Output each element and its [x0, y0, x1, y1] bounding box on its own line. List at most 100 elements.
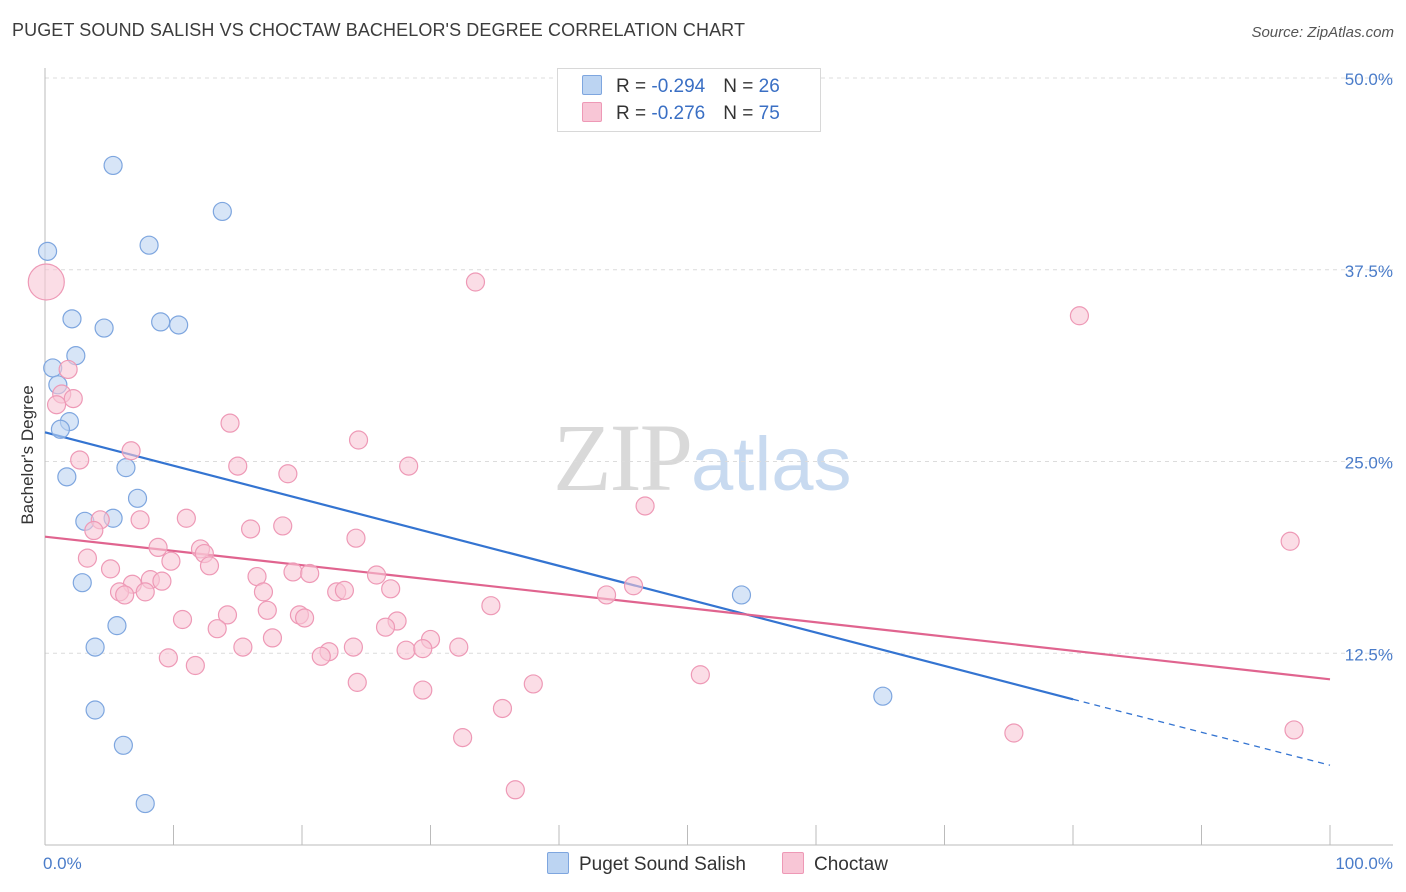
point-puget-sound-salish — [50, 419, 71, 439]
point-puget-sound-salish — [94, 318, 114, 338]
point-choctaw — [413, 680, 433, 700]
point-puget-sound-salish — [116, 458, 136, 478]
point-choctaw — [253, 582, 274, 602]
legend-r-value: -0.294 — [651, 76, 706, 97]
point-choctaw — [278, 464, 298, 484]
point-choctaw — [381, 579, 401, 599]
legend-n-value: 26 — [758, 76, 780, 97]
legend-n-label: N = — [723, 103, 759, 124]
legend-r-value: -0.276 — [651, 103, 706, 124]
point-puget-sound-salish — [139, 235, 159, 255]
point-choctaw — [283, 562, 303, 582]
point-puget-sound-salish — [103, 155, 123, 176]
point-puget-sound-salish — [212, 201, 232, 222]
point-choctaw — [492, 698, 513, 719]
y-tick-label: 50.0% — [1345, 70, 1393, 89]
bottom-legend-label: Puget Sound Salish — [579, 854, 746, 875]
trend-extension-puget-sound-salish — [1072, 698, 1331, 766]
legend-swatch-pink — [582, 102, 602, 122]
point-choctaw — [465, 272, 486, 292]
bottom-legend-swatch-pink — [782, 852, 804, 874]
point-choctaw — [228, 456, 248, 476]
bottom-legend-swatch-blue — [547, 852, 569, 874]
x-tick-label: 100.0% — [1335, 854, 1393, 873]
point-choctaw — [453, 728, 473, 748]
point-puget-sound-salish — [85, 700, 105, 720]
point-puget-sound-salish — [57, 467, 77, 487]
point-puget-sound-salish — [85, 637, 105, 657]
point-choctaw — [1284, 720, 1304, 740]
point-choctaw — [346, 528, 366, 548]
point-choctaw — [635, 496, 655, 516]
point-puget-sound-salish — [135, 793, 155, 814]
point-choctaw — [121, 441, 141, 461]
point-choctaw — [523, 674, 543, 694]
point-choctaw — [207, 619, 227, 639]
trend-lines — [44, 431, 1331, 766]
point-choctaw — [273, 516, 293, 536]
point-puget-sound-salish — [107, 616, 127, 636]
point-choctaw — [58, 359, 78, 380]
legend-row-puget-sound-salish: R = -0.294 N = 26 — [582, 75, 780, 99]
point-choctaw — [220, 413, 240, 433]
point-choctaw — [77, 548, 98, 568]
point-choctaw — [176, 508, 196, 528]
point-choctaw — [334, 580, 355, 600]
point-choctaw — [449, 637, 469, 657]
point-choctaw — [481, 596, 501, 616]
point-choctaw — [294, 608, 315, 628]
point-choctaw — [1280, 531, 1300, 551]
x-tick-label: 0.0% — [43, 854, 82, 873]
point-choctaw — [257, 600, 277, 620]
point-puget-sound-salish — [151, 312, 171, 332]
point-choctaw — [161, 551, 181, 571]
point-choctaw — [505, 780, 525, 800]
data-points — [27, 155, 1304, 814]
y-tick-label: 37.5% — [1345, 262, 1393, 281]
point-choctaw — [100, 559, 121, 579]
point-choctaw — [148, 537, 168, 558]
legend-n-value: 75 — [758, 103, 780, 124]
point-choctaw — [27, 263, 65, 301]
point-choctaw — [199, 556, 220, 576]
point-choctaw — [70, 450, 90, 470]
correlation-legend: R = -0.294 N = 26 R = -0.276 N = 75 — [557, 68, 821, 132]
legend-n-label: N = — [723, 76, 759, 97]
point-choctaw — [46, 395, 67, 415]
bottom-legend-label: Choctaw — [814, 854, 888, 875]
point-choctaw — [115, 585, 135, 605]
point-choctaw — [84, 520, 104, 541]
chart-title: PUGET SOUND SALISH VS CHOCTAW BACHELOR'S… — [12, 20, 746, 40]
point-choctaw — [399, 456, 419, 476]
source-label: Source: ZipAtlas.com — [1251, 24, 1394, 41]
trend-line-puget-sound-salish — [44, 431, 1074, 701]
point-choctaw — [130, 510, 150, 530]
bottom-legend-puget-sound-salish: Puget Sound Salish — [547, 852, 746, 876]
point-choctaw — [366, 565, 387, 585]
trend-line-choctaw — [44, 535, 1331, 681]
point-puget-sound-salish — [62, 309, 82, 329]
point-choctaw — [1069, 306, 1090, 326]
point-choctaw — [690, 665, 710, 685]
point-choctaw — [343, 637, 363, 657]
point-choctaw — [596, 585, 617, 605]
point-choctaw — [185, 655, 205, 676]
point-choctaw — [348, 430, 369, 450]
point-choctaw — [1004, 723, 1024, 743]
point-choctaw — [347, 672, 367, 692]
point-choctaw — [413, 639, 433, 659]
point-puget-sound-salish — [731, 585, 752, 605]
point-puget-sound-salish — [72, 573, 92, 593]
y-tick-label: 25.0% — [1345, 454, 1393, 473]
point-choctaw — [217, 605, 238, 625]
axes — [44, 68, 1393, 846]
point-choctaw — [158, 648, 178, 668]
bottom-legend-choctaw: Choctaw — [782, 852, 888, 876]
legend-row-choctaw: R = -0.276 N = 75 — [582, 102, 780, 126]
point-choctaw — [396, 640, 416, 660]
point-choctaw — [262, 628, 283, 648]
point-choctaw — [311, 646, 331, 666]
point-choctaw — [63, 389, 83, 409]
point-choctaw — [623, 576, 644, 596]
